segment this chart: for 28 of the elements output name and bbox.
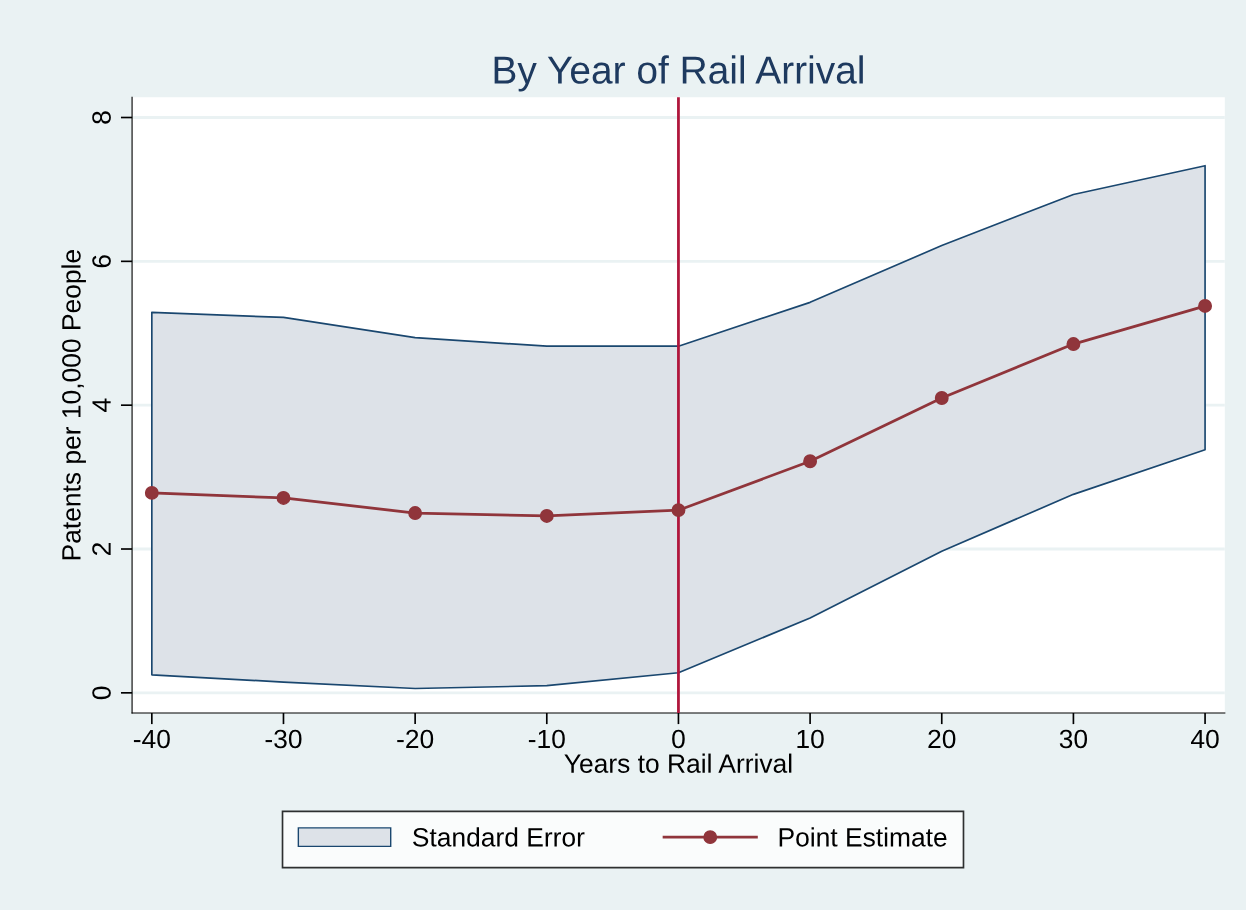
chart-title: By Year of Rail Arrival bbox=[494, 55, 863, 92]
point bbox=[1198, 298, 1213, 313]
point bbox=[144, 485, 159, 500]
y-tick-label: 4 bbox=[92, 398, 111, 412]
legend-label: Point Estimate bbox=[779, 827, 947, 847]
point bbox=[934, 391, 949, 405]
x-axis-title: Years to Rail Arrival bbox=[564, 753, 792, 773]
x-tick-label: 10 bbox=[797, 729, 824, 749]
text: Standard Error bbox=[413, 827, 585, 847]
y-tick-label: 8 bbox=[92, 111, 111, 124]
point bbox=[803, 454, 818, 469]
x-tick-label: 30 bbox=[1059, 729, 1088, 749]
y-tick-label: 0 bbox=[92, 686, 111, 700]
point bbox=[276, 491, 291, 505]
point bbox=[671, 503, 686, 518]
x-tick-label: -40 bbox=[133, 729, 170, 749]
x-tick-label: -30 bbox=[265, 729, 302, 749]
x-tick-label: 40 bbox=[1191, 729, 1219, 749]
y-tick-label: 2 bbox=[92, 543, 111, 556]
y-axis-title: Patents per 10,000 People bbox=[61, 250, 86, 560]
x-tick-label: 0 bbox=[672, 729, 685, 749]
x-tick-label: -10 bbox=[528, 729, 565, 749]
y-tick-label: 6 bbox=[92, 255, 111, 268]
point bbox=[1066, 337, 1081, 351]
x-tick-label: -20 bbox=[397, 729, 434, 749]
point bbox=[539, 508, 554, 523]
point bbox=[408, 506, 423, 520]
x-tick-label: 20 bbox=[928, 729, 956, 749]
